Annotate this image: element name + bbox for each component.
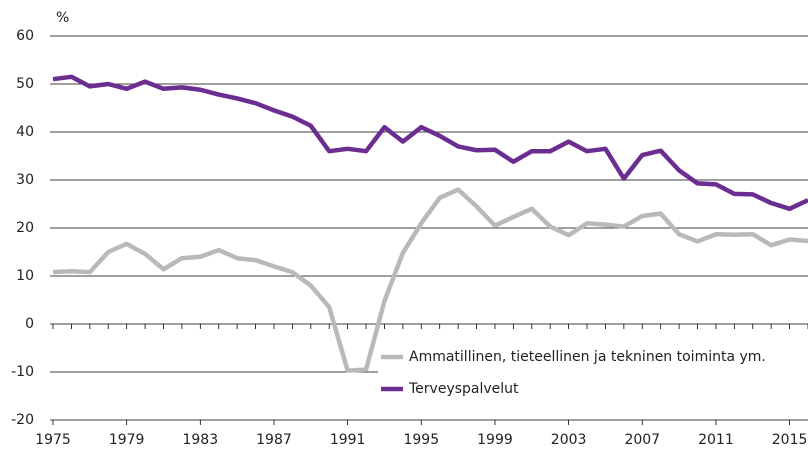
y-tick-label: 20 (16, 220, 34, 236)
series-line (52, 74, 808, 212)
legend-label: Ammatillinen, tieteellinen ja tekninen t… (409, 349, 766, 365)
y-tick-label: 40 (16, 124, 34, 140)
y-tick-label: -10 (11, 364, 34, 380)
y-tick-label: 50 (16, 76, 34, 92)
x-tick-label: 1983 (182, 432, 218, 448)
y-tick-label: 0 (25, 316, 34, 332)
y-tick-label: 30 (16, 172, 34, 188)
y-tick-label: 10 (16, 268, 34, 284)
legend-label: Terveyspalvelut (408, 381, 519, 397)
y-axis-label: % (56, 10, 69, 26)
x-tick-label: 2015 (772, 432, 808, 448)
x-tick-label: 2007 (624, 432, 660, 448)
x-tick-label: 1979 (109, 432, 145, 448)
legend-background (378, 344, 808, 402)
series-line (52, 187, 808, 373)
x-tick-label: 2003 (551, 432, 587, 448)
y-tick-label: -20 (11, 412, 34, 428)
x-tick-label: 1999 (477, 432, 513, 448)
x-tick-label: 1995 (403, 432, 439, 448)
x-tick-label: 1987 (256, 432, 292, 448)
y-tick-label: 60 (16, 28, 34, 44)
x-tick-label: 1991 (330, 432, 366, 448)
x-tick-label: 2011 (698, 432, 734, 448)
x-tick-label: 1975 (35, 432, 71, 448)
